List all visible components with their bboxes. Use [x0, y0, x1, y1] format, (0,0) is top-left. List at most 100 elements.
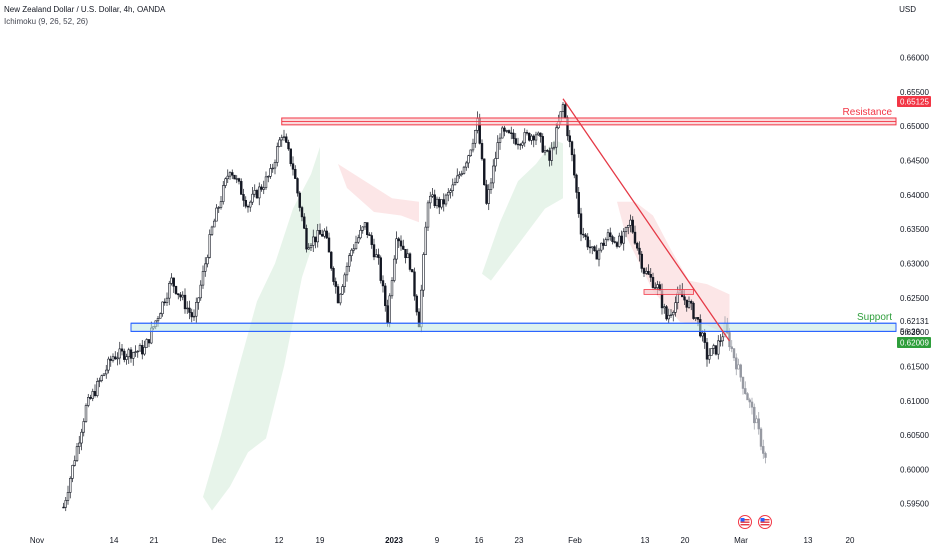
candle-body	[714, 345, 718, 355]
candle-body	[667, 315, 670, 320]
candle-body	[411, 269, 414, 273]
candle-body	[487, 189, 490, 204]
candle-body	[379, 257, 382, 281]
candle-body	[307, 247, 310, 250]
x-tick-label: 12	[275, 536, 284, 545]
candle-body	[719, 340, 722, 342]
candle-body	[316, 230, 319, 243]
candle-body	[541, 136, 544, 153]
candle-body	[510, 132, 513, 134]
candle-body	[181, 294, 184, 298]
candle-body	[235, 178, 238, 180]
candle-body	[694, 317, 697, 319]
candle-body	[744, 388, 747, 394]
candle-body	[633, 231, 637, 244]
candle-body	[534, 134, 538, 141]
price-labels: 0.65125 0.62131 56:38 0.62009	[897, 96, 931, 348]
candle-body	[528, 132, 531, 141]
support-price-badge	[897, 337, 931, 348]
downtrend-line[interactable]	[562, 98, 731, 342]
candle-body	[705, 342, 709, 360]
candle-body	[640, 253, 643, 269]
candle-body	[73, 460, 76, 466]
candle-body	[190, 312, 193, 318]
candle-body	[159, 313, 162, 319]
candle-body	[327, 237, 331, 253]
candle-body	[755, 418, 758, 424]
candle-body	[687, 301, 691, 308]
candle-body	[397, 238, 400, 242]
candle-body	[240, 181, 243, 195]
candle-body	[363, 222, 367, 228]
candle-body	[413, 271, 416, 297]
candle-body	[435, 198, 439, 207]
y-tick-label: 0.63000	[900, 259, 929, 268]
candle-body	[519, 144, 522, 146]
candle-body	[321, 234, 324, 237]
candle-body	[645, 270, 648, 274]
candle-body	[523, 132, 526, 144]
candle-body	[408, 253, 412, 270]
candle-body	[730, 346, 733, 349]
candle-body	[732, 348, 736, 359]
candle-body	[483, 158, 486, 186]
candle-body	[323, 230, 326, 237]
candle-body	[462, 166, 466, 174]
candle-body	[627, 225, 630, 228]
candle-body	[309, 245, 313, 249]
candle-body	[453, 181, 457, 186]
candle-body	[251, 193, 254, 203]
candle-body	[118, 348, 121, 359]
candle-body	[134, 351, 137, 353]
candle-body	[649, 273, 652, 278]
candle-body	[80, 431, 83, 444]
candle-body	[287, 142, 290, 150]
candle-body	[370, 235, 373, 245]
candle-body	[494, 158, 497, 167]
candle-body	[111, 356, 115, 361]
mini-zone-rect[interactable]	[643, 289, 694, 295]
candles	[62, 102, 767, 512]
candle-body	[201, 271, 205, 286]
x-tick-label: 19	[316, 536, 325, 545]
x-tick-label: Nov	[30, 536, 44, 545]
candle-body	[161, 301, 164, 315]
candle-body	[294, 168, 297, 179]
candle-body	[127, 349, 130, 358]
candle-body	[669, 314, 673, 316]
candle-body	[492, 165, 495, 184]
candle-body	[575, 174, 578, 193]
us-flag-icon[interactable]	[758, 515, 772, 529]
candle-body	[613, 241, 616, 243]
candle-body	[143, 346, 146, 355]
y-tick-label: 0.66000	[900, 54, 929, 63]
candle-body	[206, 257, 209, 265]
candle-body	[93, 391, 97, 396]
candle-body	[564, 104, 567, 118]
candle-body	[674, 302, 677, 313]
candle-body	[620, 235, 623, 244]
candle-body	[532, 135, 535, 141]
event-icons	[738, 515, 772, 529]
us-flag-icon[interactable]	[738, 515, 752, 529]
candle-body	[314, 236, 317, 243]
candle-body	[66, 492, 70, 501]
support-zone-rect[interactable]	[130, 322, 897, 332]
candle-body	[568, 135, 571, 142]
candle-body	[116, 357, 119, 360]
candle-body	[276, 146, 279, 163]
candle-body	[550, 147, 553, 161]
candle-body	[651, 277, 655, 288]
cloud-bearish	[617, 201, 730, 336]
candle-body	[197, 297, 200, 303]
candle-body	[685, 299, 688, 308]
indicator-legend[interactable]: Ichimoku (9, 26, 52, 26)	[4, 17, 89, 26]
candle-body	[701, 332, 704, 337]
candle-body	[219, 201, 223, 208]
candle-body	[654, 287, 657, 289]
candle-body	[672, 312, 675, 316]
candle-body	[753, 406, 756, 424]
candle-body	[433, 194, 436, 207]
candle-body	[442, 199, 445, 205]
